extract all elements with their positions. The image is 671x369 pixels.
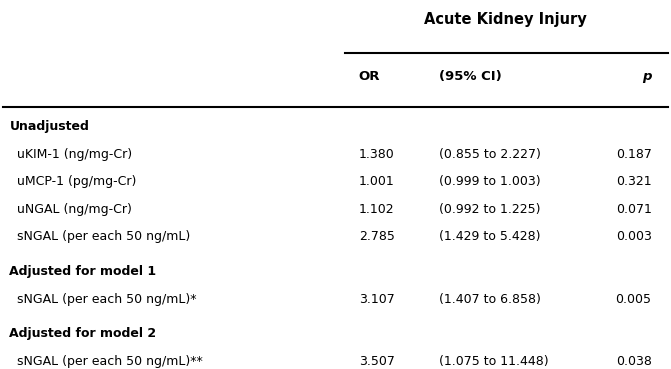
Text: (1.429 to 5.428): (1.429 to 5.428) bbox=[439, 230, 540, 243]
Text: 0.038: 0.038 bbox=[616, 355, 652, 368]
Text: sNGAL (per each 50 ng/mL): sNGAL (per each 50 ng/mL) bbox=[9, 230, 191, 243]
Text: p: p bbox=[642, 70, 652, 83]
Text: uNGAL (ng/mg-Cr): uNGAL (ng/mg-Cr) bbox=[9, 203, 132, 215]
Text: (0.999 to 1.003): (0.999 to 1.003) bbox=[439, 175, 540, 188]
Text: 2.785: 2.785 bbox=[359, 230, 395, 243]
Text: 1.001: 1.001 bbox=[359, 175, 395, 188]
Text: 0.071: 0.071 bbox=[616, 203, 652, 215]
Text: sNGAL (per each 50 ng/mL)**: sNGAL (per each 50 ng/mL)** bbox=[9, 355, 203, 368]
Text: uMCP-1 (pg/mg-Cr): uMCP-1 (pg/mg-Cr) bbox=[9, 175, 137, 188]
Text: 0.321: 0.321 bbox=[616, 175, 652, 188]
Text: 3.507: 3.507 bbox=[359, 355, 395, 368]
Text: (0.992 to 1.225): (0.992 to 1.225) bbox=[439, 203, 540, 215]
Text: 1.102: 1.102 bbox=[359, 203, 395, 215]
Text: 3.107: 3.107 bbox=[359, 293, 395, 306]
Text: (1.407 to 6.858): (1.407 to 6.858) bbox=[439, 293, 541, 306]
Text: 1.380: 1.380 bbox=[359, 148, 395, 161]
Text: 0.005: 0.005 bbox=[615, 293, 652, 306]
Text: sNGAL (per each 50 ng/mL)*: sNGAL (per each 50 ng/mL)* bbox=[9, 293, 197, 306]
Text: (95% CI): (95% CI) bbox=[439, 70, 501, 83]
Text: Adjusted for model 1: Adjusted for model 1 bbox=[9, 265, 156, 278]
Text: Adjusted for model 2: Adjusted for model 2 bbox=[9, 327, 156, 341]
Text: 0.187: 0.187 bbox=[616, 148, 652, 161]
Text: OR: OR bbox=[359, 70, 380, 83]
Text: (1.075 to 11.448): (1.075 to 11.448) bbox=[439, 355, 548, 368]
Text: Unadjusted: Unadjusted bbox=[9, 120, 89, 133]
Text: (0.855 to 2.227): (0.855 to 2.227) bbox=[439, 148, 541, 161]
Text: Acute Kidney Injury: Acute Kidney Injury bbox=[424, 11, 586, 27]
Text: uKIM-1 (ng/mg-Cr): uKIM-1 (ng/mg-Cr) bbox=[9, 148, 133, 161]
Text: 0.003: 0.003 bbox=[616, 230, 652, 243]
